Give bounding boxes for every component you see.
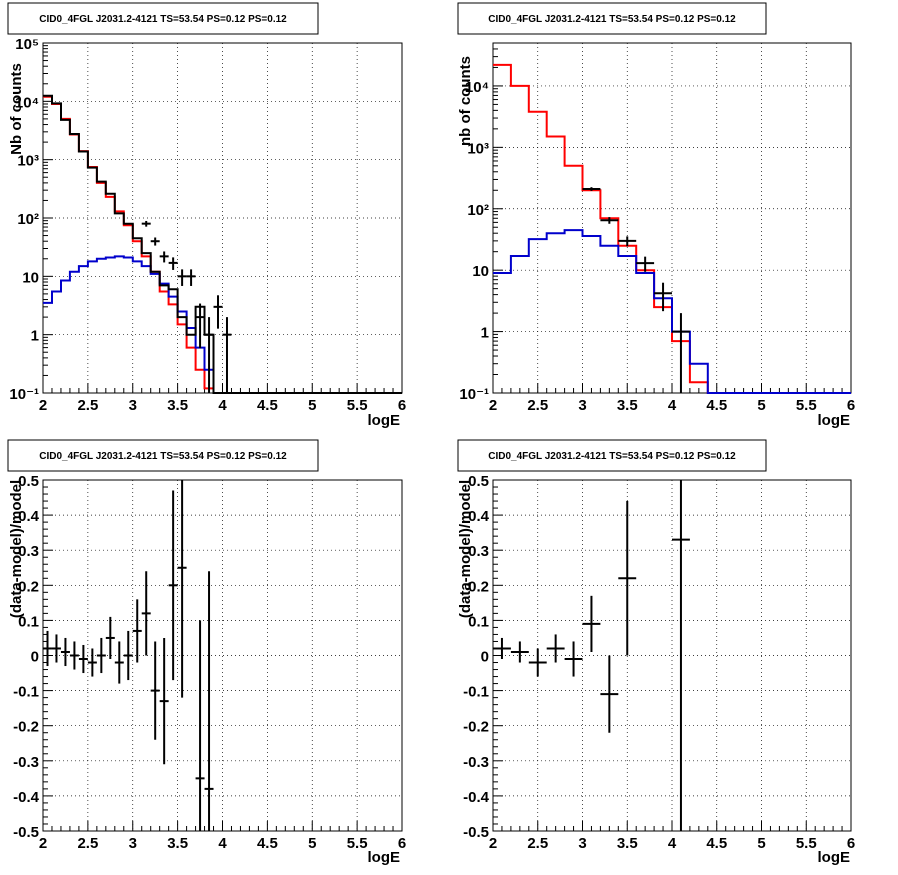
x-tick-label: 2.5 <box>77 835 98 852</box>
chart-title-box: CID0_4FGL J2031.2-4121 TS=53.54 PS=0.12 … <box>457 2 767 35</box>
y-tick-label: -0.4 <box>13 789 40 806</box>
histogram-blue <box>493 229 851 394</box>
y-tick-label: 10 <box>22 269 39 286</box>
x-tick-label: 4.5 <box>257 397 278 414</box>
x-tick-label: 6 <box>847 397 855 414</box>
x-tick-label: 3 <box>129 397 137 414</box>
plot-area: 2 2.5 3 3.5 4 4.5 5 5.5 6 10⁻¹ 1 10 10² 10³ 10⁴ 10⁵ <box>9 36 406 414</box>
chart-title-box: CID0_4FGL J2031.2-4121 TS=53.54 PS=0.12 … <box>7 439 319 472</box>
y-tick-label: 10 <box>472 263 489 280</box>
y-tick-label: 0.4 <box>18 508 40 525</box>
x-tick-label: 6 <box>847 835 855 852</box>
y-tick-label: -0.3 <box>463 754 489 771</box>
chart-title-box: CID0_4FGL J2031.2-4121 TS=53.54 PS=0.12 … <box>457 439 767 472</box>
y-tick-label: -0.2 <box>13 719 39 736</box>
x-axis-label: logE <box>368 849 401 866</box>
y-tick-label: 0.3 <box>18 543 39 560</box>
panel-residuals-right: CID0_4FGL J2031.2-4121 TS=53.54 PS=0.12 … <box>457 439 855 866</box>
x-tick-label: 6 <box>398 397 406 414</box>
x-tick-label: 4.5 <box>257 835 278 852</box>
y-tick-label: -0.5 <box>13 824 39 841</box>
y-tick-label: 0.5 <box>18 473 39 490</box>
y-axis-label: nb of counts <box>457 56 474 146</box>
y-tick-label: 10² <box>467 202 489 219</box>
y-tick-label: 0.3 <box>468 543 489 560</box>
x-tick-label: 3.5 <box>617 835 638 852</box>
plot-area: 2 2.5 3 3.5 4 4.5 5 5.5 6 -0.5 -0.4 -0.3 -0.2 -0.1 0 0.… <box>13 473 406 852</box>
x-tick-label: 5.5 <box>796 397 817 414</box>
x-tick-label: 5.5 <box>347 397 368 414</box>
y-tick-label: 0.2 <box>468 578 489 595</box>
y-tick-label: 10⁻¹ <box>459 386 489 403</box>
x-tick-label: 5 <box>308 397 316 414</box>
x-tick-label: 4.5 <box>706 835 727 852</box>
y-tick-label: 1 <box>31 328 39 345</box>
x-tick-label: 4 <box>218 397 227 414</box>
y-tick-label: -0.1 <box>463 684 489 701</box>
y-tick-label: 1 <box>481 325 489 342</box>
y-tick-label: 0.1 <box>468 613 489 630</box>
histogram-black <box>43 94 402 394</box>
y-tick-label: 0 <box>31 649 39 666</box>
y-tick-label: 0.1 <box>18 613 39 630</box>
y-tick-label: 10⁻¹ <box>9 386 39 403</box>
panel-counts-left: CID0_4FGL J2031.2-4121 TS=53.54 PS=0.12 … <box>7 2 406 429</box>
y-tick-label: 10² <box>17 211 39 228</box>
x-tick-label: 3.5 <box>617 397 638 414</box>
x-axis-label: logE <box>818 849 851 866</box>
x-tick-label: 5 <box>757 397 765 414</box>
x-tick-label: 2 <box>39 397 47 414</box>
y-tick-label: 0 <box>481 649 489 666</box>
y-tick-label: -0.5 <box>463 824 489 841</box>
x-tick-label: 5.5 <box>347 835 368 852</box>
x-tick-label: 5 <box>308 835 316 852</box>
x-tick-label: 3 <box>578 397 586 414</box>
x-axis-label: logE <box>368 412 401 429</box>
y-tick-label: -0.3 <box>13 754 39 771</box>
x-tick-label: 5 <box>757 835 765 852</box>
y-tick-label: -0.1 <box>13 684 39 701</box>
y-tick-label: 0.2 <box>18 578 39 595</box>
x-tick-label: 2.5 <box>527 397 548 414</box>
x-tick-label: 6 <box>398 835 406 852</box>
x-tick-label: 2.5 <box>527 835 548 852</box>
x-tick-label: 4 <box>218 835 227 852</box>
panel-counts-right: CID0_4FGL J2031.2-4121 TS=53.54 PS=0.12 … <box>457 2 855 429</box>
x-tick-label: 3 <box>578 835 586 852</box>
x-tick-label: 4.5 <box>706 397 727 414</box>
x-tick-label: 5.5 <box>796 835 817 852</box>
x-tick-label: 3 <box>129 835 137 852</box>
x-tick-label: 2.5 <box>77 397 98 414</box>
chart-title: CID0_4FGL J2031.2-4121 TS=53.54 PS=0.12 … <box>488 451 736 462</box>
y-axis-label: (data-model)/model <box>457 480 474 618</box>
y-tick-label: 0.5 <box>468 473 489 490</box>
chart-title: CID0_4FGL J2031.2-4121 TS=53.54 PS=0.12 … <box>488 14 736 25</box>
x-tick-label: 4 <box>668 835 677 852</box>
plot-area: 2 2.5 3 3.5 4 4.5 5 5.5 6 10⁻¹ 1 10 10² 10³ 10⁴ <box>459 42 855 414</box>
x-tick-label: 2 <box>489 397 497 414</box>
plot-area: 2 2.5 3 3.5 4 4.5 5 5.5 6 -0.5 -0.4 -0.3 -0.2 -0.1 0 0.… <box>463 473 855 852</box>
y-tick-label: 10³ <box>467 140 489 157</box>
y-tick-label: 10⁴ <box>465 79 489 96</box>
x-tick-label: 2 <box>39 835 47 852</box>
y-tick-label: -0.4 <box>463 789 490 806</box>
x-tick-label: 4 <box>668 397 677 414</box>
x-tick-label: 2 <box>489 835 497 852</box>
y-tick-label: 0.4 <box>468 508 490 525</box>
y-tick-label: -0.2 <box>463 719 489 736</box>
y-tick-label: 10⁵ <box>15 36 39 53</box>
x-tick-label: 3.5 <box>167 835 188 852</box>
chart-title: CID0_4FGL J2031.2-4121 TS=53.54 PS=0.12 … <box>39 451 287 462</box>
x-tick-label: 3.5 <box>167 397 188 414</box>
y-tick-label: 10⁴ <box>15 94 39 111</box>
chart-title: CID0_4FGL J2031.2-4121 TS=53.54 PS=0.12 … <box>39 14 287 25</box>
panel-residuals-left: CID0_4FGL J2031.2-4121 TS=53.54 PS=0.12 … <box>7 439 406 866</box>
y-tick-label: 10³ <box>17 153 39 170</box>
y-axis-label: (data-model)/model <box>8 480 25 618</box>
x-axis-label: logE <box>818 412 851 429</box>
y-axis-label: Nb of counts <box>8 63 25 155</box>
chart-title-box: CID0_4FGL J2031.2-4121 TS=53.54 PS=0.12 … <box>7 2 319 35</box>
